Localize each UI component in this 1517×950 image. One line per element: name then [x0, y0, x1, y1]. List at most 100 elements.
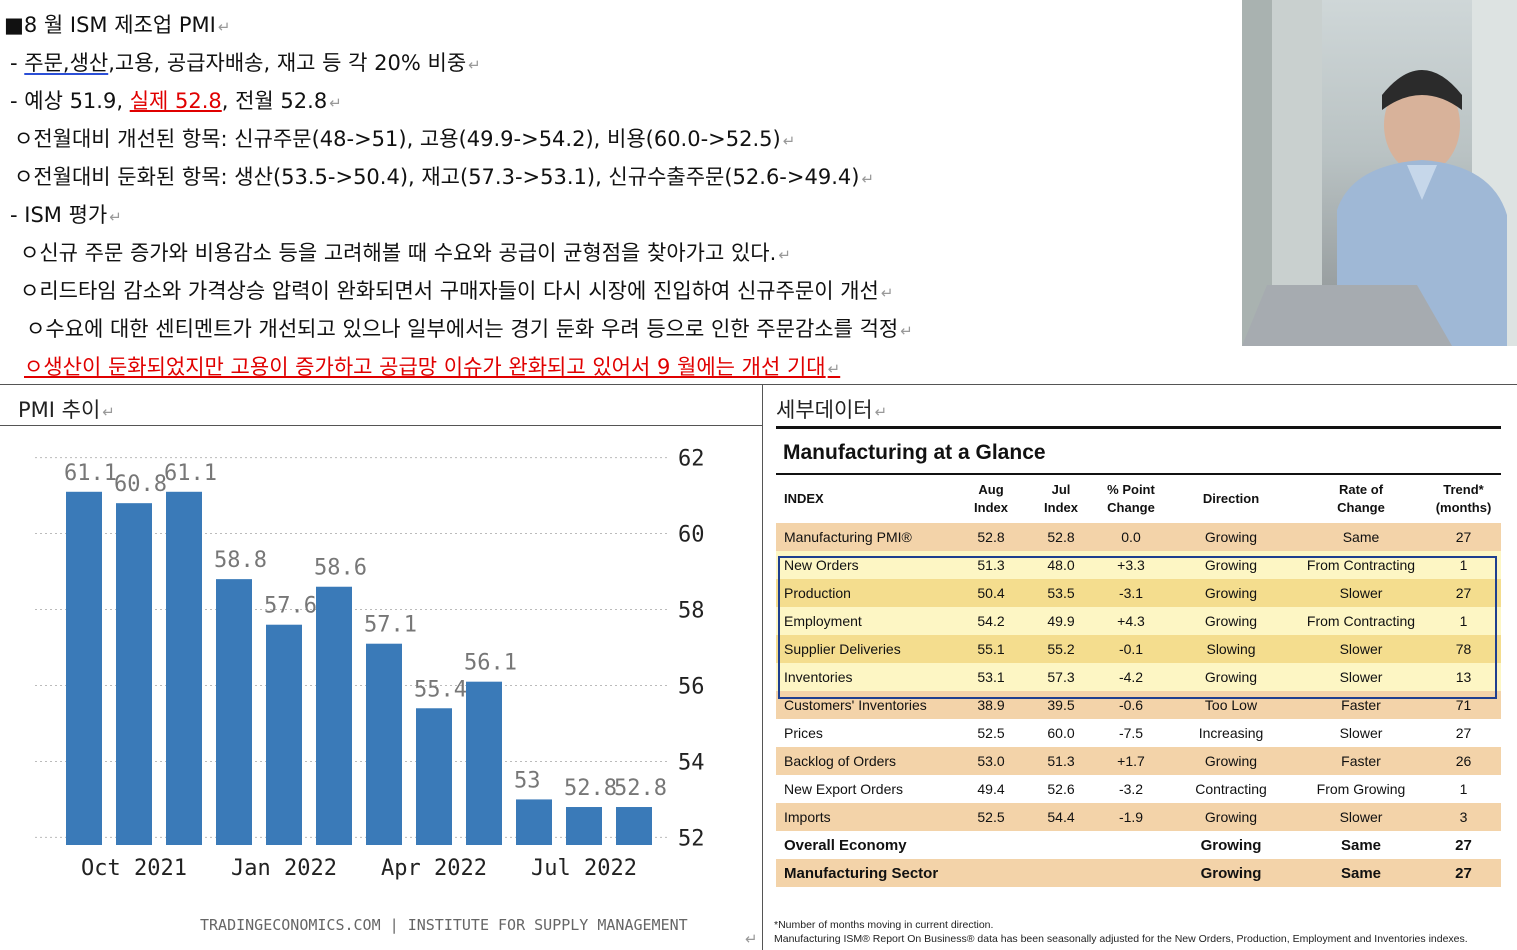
glance-cell-jul: 55.2 — [1026, 635, 1096, 663]
glance-cell-name: Customers' Inventories — [776, 691, 956, 719]
y-tick-label: 62 — [678, 447, 705, 472]
glance-cell-dir: Growing — [1166, 523, 1296, 551]
glance-cell-name: Inventories — [776, 663, 956, 691]
glance-cell-name: Imports — [776, 803, 956, 831]
glance-cell-aug: 53.1 — [956, 663, 1026, 691]
notes-slowed: ㅇ전월대비 둔화된 항목: 생산(53.5->50.4), 재고(57.3->5… — [14, 165, 875, 189]
bar-value-label: 58.8 — [214, 548, 267, 573]
glance-row: Production 50.4 53.5 -3.1 Growing Slower 27 — [776, 579, 1501, 607]
glance-cell-rate: From Contracting — [1296, 551, 1426, 579]
bar-value-label: 57.1 — [364, 613, 417, 638]
pmi-bar — [116, 503, 152, 845]
glance-cell-dir: Slowing — [1166, 635, 1296, 663]
glance-row: Inventories 53.1 57.3 -4.2 Growing Slower 13 — [776, 663, 1501, 691]
glance-cell-rate: From Growing — [1316, 781, 1406, 797]
glance-cell-jul: 52.8 — [1026, 523, 1096, 551]
glance-cell-chg: -3.2 — [1118, 781, 1144, 797]
pmi-bar — [566, 807, 602, 845]
glance-row: New Export Orders 49.4 52.6 -3.2 Contracting… — [776, 775, 1501, 803]
pmi-bar — [366, 643, 402, 845]
glance-cell-dir: Growing — [1166, 859, 1296, 887]
glance-row: New Orders 51.3 48.0 +3.3 Growing From Contra… — [776, 551, 1501, 579]
y-tick-label: 54 — [678, 750, 705, 775]
glance-cell-chg — [1096, 859, 1166, 887]
glance-row: Manufacturing Sector Growing Same 27 — [776, 859, 1501, 887]
glance-cell-name: Prices — [784, 725, 823, 741]
glance-cell-name: Manufacturing PMI® — [776, 523, 956, 551]
glance-cell-chg: +4.3 — [1096, 607, 1166, 635]
glance-cell-name: Employment — [776, 607, 956, 635]
glance-cell-jul: 48.0 — [1026, 551, 1096, 579]
panel-divider-left — [0, 425, 762, 426]
glance-cell-dir: Growing — [1166, 607, 1296, 635]
glance-cell-rate: From Contracting — [1296, 607, 1426, 635]
glance-cell-trend: 71 — [1426, 691, 1501, 719]
glance-cell-trend: 1 — [1459, 781, 1468, 797]
notes-ism-eval: - ISM 평가 ↵ — [10, 203, 122, 227]
manufacturing-glance: Manufacturing at a Glance INDEX Aug Index J… — [776, 426, 1501, 887]
glance-header-cell: % Point Change — [1107, 482, 1155, 515]
glance-cell-aug: 54.2 — [956, 607, 1026, 635]
pmi-bar — [66, 491, 102, 845]
glance-cell-name: Overall Economy — [784, 836, 907, 854]
notes-improved: ㅇ전월대비 개선된 항목: 신규주문(48->51), 고용(49.9->54.… — [14, 127, 796, 151]
glance-header-cell: Aug Index — [974, 482, 1008, 515]
notes-title: ■8 월 ISM 제조업 PMI ↵ — [4, 13, 231, 37]
glance-cell-chg: -1.9 — [1096, 803, 1166, 831]
pmi-bar — [416, 708, 452, 845]
glance-cell-trend: 27 — [1426, 859, 1501, 887]
glance-cell-rate: Faster — [1296, 747, 1426, 775]
glance-table: INDEX Aug Index Jul Index % Point Change Direct… — [776, 475, 1501, 887]
glance-cell-aug: 38.9 — [956, 691, 1026, 719]
glance-cell-rate: Slower — [1296, 663, 1426, 691]
highlight-box — [778, 556, 1497, 699]
pmi-bar — [316, 586, 352, 845]
glance-cell-dir: Growing — [1166, 551, 1296, 579]
glance-cell-dir: Growing — [1200, 836, 1262, 854]
notes-forecast: - 예상 51.9, 실제 52.8, 전월 52.8 ↵ — [10, 89, 342, 113]
glance-cell-name: Production — [776, 579, 956, 607]
glance-row: Imports 52.5 54.4 -1.9 Growing Slower 3 — [776, 803, 1501, 831]
notes-eval-3: ㅇ수요에 대한 센티멘트가 개선되고 있으나 일부에서는 경기 둔화 우려 등으… — [26, 317, 913, 341]
glance-cell-aug: 55.1 — [956, 635, 1026, 663]
glance-cell-rate: Slower — [1339, 725, 1383, 741]
glance-cell-chg: 0.0 — [1096, 523, 1166, 551]
glance-cell-trend: 78 — [1426, 635, 1501, 663]
glance-footnote-1: *Number of months moving in current dire… — [774, 919, 994, 931]
glance-header-row: INDEX Aug Index Jul Index % Point Change Direct… — [776, 475, 1501, 523]
x-tick-label: Oct 2021 — [81, 856, 187, 881]
glance-header-cell: Direction — [1202, 491, 1260, 506]
glance-cell-rate: Slower — [1296, 635, 1426, 663]
glance-cell-trend: 27 — [1426, 579, 1501, 607]
glance-cell-rate: Same — [1296, 523, 1426, 551]
glance-cell-jul: 57.3 — [1026, 663, 1096, 691]
glance-cell-aug: 49.4 — [977, 781, 1005, 797]
pmi-trend-label: PMI 추이 ↵ — [18, 398, 115, 422]
glance-cell-aug: 52.5 — [977, 725, 1005, 741]
chart-x-ticks: Oct 2021 Jan 2022 Apr 2022 Jul 2022 — [81, 856, 637, 881]
glance-cell-dir: Growing — [1166, 663, 1296, 691]
glance-cell-chg: -0.1 — [1096, 635, 1166, 663]
chart-value-labels: 61.160.861.1 58.8 57.6 58.6 57.1 55.456.1 53 52… — [64, 461, 667, 801]
bar-value-label: 52.8 — [614, 776, 667, 801]
bar-value-label: 61.1 — [164, 461, 217, 486]
glance-row: Employment 54.2 49.9 +4.3 Growing From Contra… — [776, 607, 1501, 635]
glance-title-rule — [776, 473, 1501, 475]
panel-divider-top — [0, 384, 1517, 385]
pmi-bar — [466, 681, 502, 845]
glance-cell-trend: 27 — [1455, 836, 1472, 854]
glance-header-cell: Jul Index — [1044, 482, 1078, 515]
glance-cell-dir: Growing — [1166, 803, 1296, 831]
glance-header-cell: Rate of Change — [1337, 482, 1385, 515]
glance-cell-chg — [1096, 831, 1166, 859]
glance-cell-name: New Orders — [776, 551, 956, 579]
glance-cell-jul: 60.0 — [1047, 725, 1075, 741]
glance-cell-trend: 26 — [1426, 747, 1501, 775]
chart-source: TRADINGECONOMICS.COM | INSTITUTE FOR SUP… — [200, 916, 688, 934]
x-tick-label: Apr 2022 — [381, 856, 487, 881]
glance-cell-rate: Same — [1340, 836, 1382, 854]
bar-value-label: 56.1 — [464, 651, 517, 676]
glance-cell-dir: Growing — [1166, 747, 1296, 775]
glance-row: Backlog of Orders 53.0 51.3 +1.7 Growing Fast… — [776, 747, 1501, 775]
glance-body: Manufacturing PMI® 52.8 52.8 0.0 Growing Same… — [776, 523, 1501, 887]
